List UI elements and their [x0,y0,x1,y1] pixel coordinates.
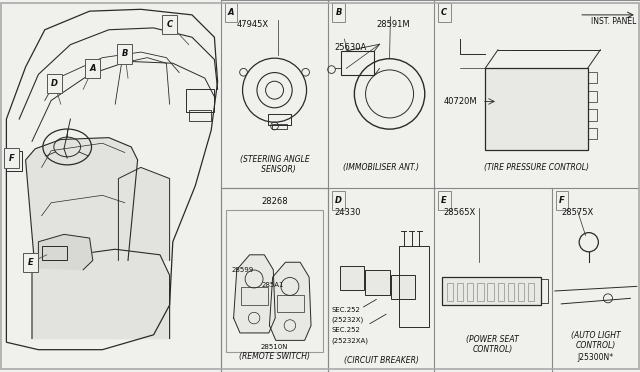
Text: (TIRE PRESSURE CONTROL): (TIRE PRESSURE CONTROL) [484,163,589,172]
Text: 28510N: 28510N [261,344,288,350]
Bar [341,51,374,75]
Bar [434,0,640,188]
Bar [467,283,474,301]
Text: 285A1: 285A1 [261,282,284,288]
Text: (STEERING ANGLE
   SENSOR): (STEERING ANGLE SENSOR) [240,155,309,174]
Text: J25300N*: J25300N* [578,353,614,362]
Text: (IMMOBILISER ANT.): (IMMOBILISER ANT.) [343,163,419,172]
Text: (AUTO LIGHT: (AUTO LIGHT [571,331,621,340]
Bar [221,188,328,372]
Polygon shape [38,234,93,270]
Bar [508,283,514,301]
Bar [438,191,451,210]
Bar [588,109,597,121]
Bar [497,283,504,301]
Bar [588,91,597,102]
Text: B: B [122,49,128,58]
Bar [277,295,304,312]
Bar [241,287,268,305]
Text: D: D [335,196,342,205]
Bar [42,246,67,260]
Bar [365,270,390,295]
Bar [117,44,132,64]
Bar [226,210,323,352]
Bar [438,3,451,22]
Bar [332,191,345,210]
Bar [588,72,597,83]
Bar [477,283,484,301]
Bar [189,110,211,121]
Text: C: C [441,8,447,17]
Bar [85,59,100,78]
Text: E: E [442,196,447,205]
Bar [541,279,548,303]
Bar [332,3,345,22]
Bar [434,188,552,372]
Text: 28591M: 28591M [376,20,410,29]
Text: 47945X: 47945X [237,20,269,29]
Bar [488,283,494,301]
Bar [221,0,328,188]
Text: 28268: 28268 [261,197,288,206]
Text: (POWER SEAT: (POWER SEAT [467,335,519,344]
Text: A: A [228,8,234,17]
Text: 28599: 28599 [231,267,253,273]
Bar [528,283,534,301]
Text: C: C [166,20,173,29]
Bar [447,283,453,301]
Bar [442,277,541,305]
Bar [328,0,434,188]
Bar [23,253,38,272]
Polygon shape [269,262,311,340]
Bar [6,151,22,171]
Bar [272,124,287,129]
Text: (CIRCUIT BREAKER): (CIRCUIT BREAKER) [344,356,419,365]
Text: CONTROL): CONTROL) [473,345,513,354]
Text: E: E [28,258,33,267]
Bar [552,188,640,372]
Text: F: F [9,154,14,163]
Text: SEC.252: SEC.252 [332,307,360,313]
Bar [518,283,524,301]
Text: 24330: 24330 [335,208,361,217]
Bar [588,128,597,139]
Text: D: D [51,79,58,88]
Bar [328,188,434,372]
Text: A: A [90,64,96,73]
Text: INST. PANEL: INST. PANEL [591,17,637,26]
Bar [457,283,463,301]
Polygon shape [118,167,170,260]
Bar [340,266,364,290]
Text: B: B [335,8,342,17]
Polygon shape [26,138,138,272]
Polygon shape [32,249,170,339]
Text: 25630A: 25630A [335,43,367,52]
Text: 40720M: 40720M [444,97,477,106]
Text: (25232X): (25232X) [332,317,364,323]
Text: (25232XA): (25232XA) [332,337,369,344]
Text: SEC.252: SEC.252 [332,327,360,333]
Bar [47,74,62,93]
Polygon shape [234,255,275,333]
Bar [485,68,588,150]
Bar [225,3,237,22]
Text: 28565X: 28565X [444,208,476,217]
Bar [556,191,568,210]
Bar [162,15,177,34]
Text: 28575X: 28575X [561,208,593,217]
Text: CONTROL): CONTROL) [576,341,616,350]
Bar [4,148,19,168]
Text: F: F [559,196,564,205]
Bar [399,246,429,327]
Bar [186,89,214,112]
Text: (REMOTE SWITCH): (REMOTE SWITCH) [239,352,310,361]
Bar [268,114,291,125]
Bar [391,275,415,299]
